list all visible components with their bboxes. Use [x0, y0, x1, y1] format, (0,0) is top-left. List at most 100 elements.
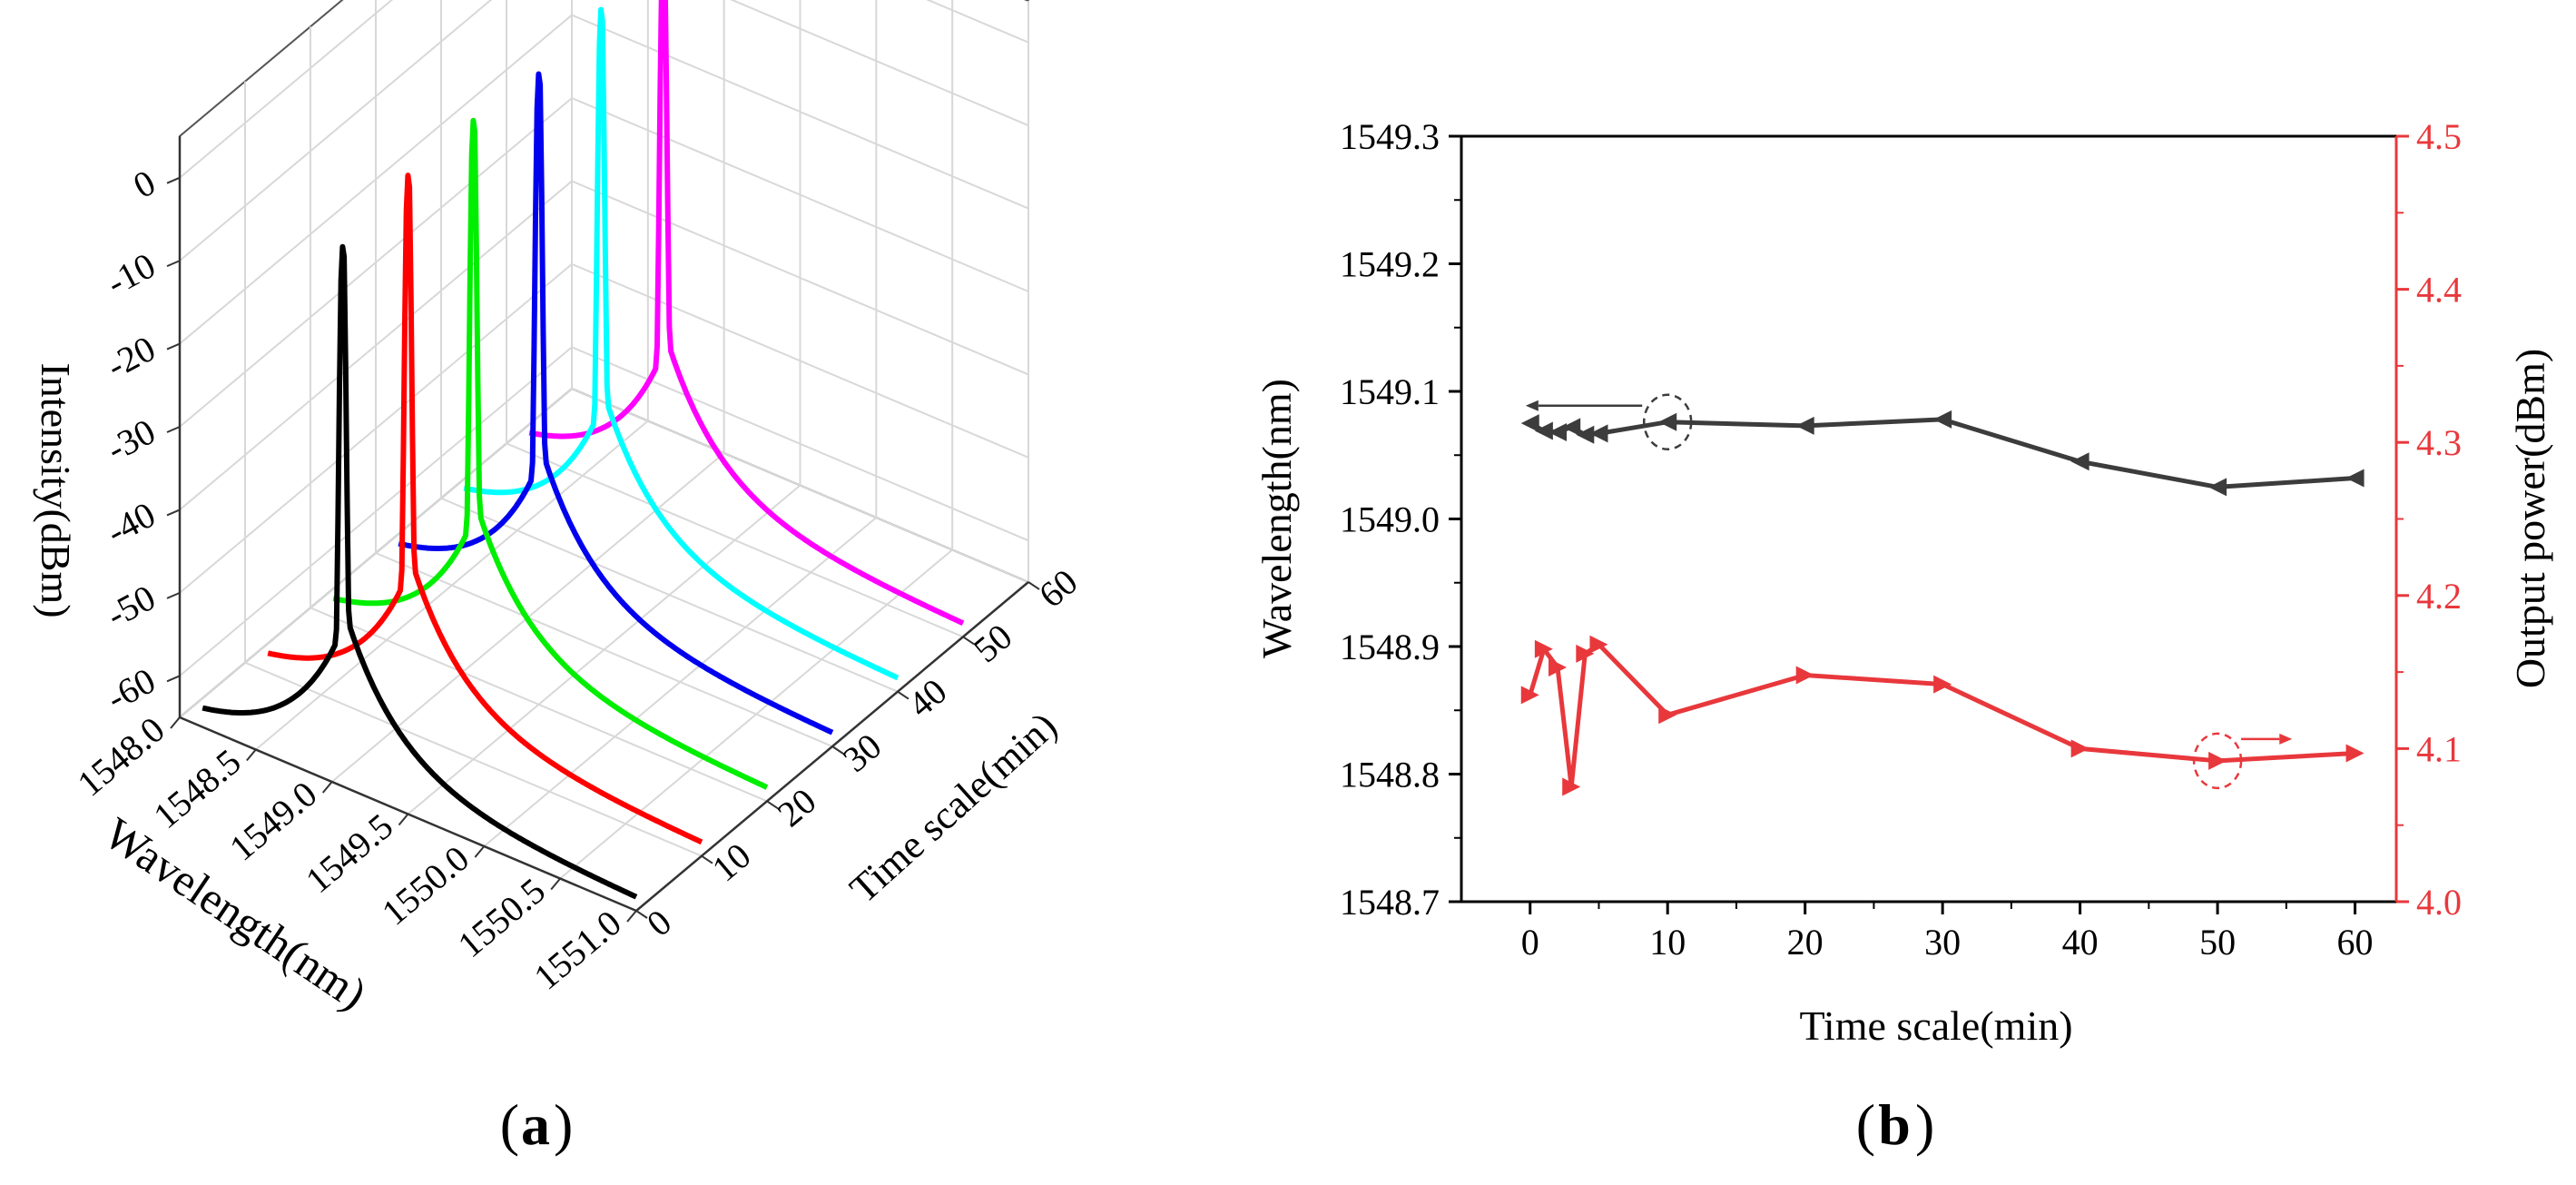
time-axis-label-3d: Time scale(min): [841, 704, 1066, 912]
spectrum-line-40min: [462, 6, 900, 681]
panel-label-b: ( b ): [1856, 1092, 1935, 1157]
wavelength-tick-mark: [170, 716, 181, 729]
data-point: [1562, 418, 1581, 437]
z-tick-label: -60: [100, 659, 162, 718]
open-paren: (: [500, 1092, 519, 1157]
open-paren: (: [1856, 1092, 1875, 1157]
x-axis-label: Time scale(min): [1799, 1002, 2072, 1049]
y-tick-label-left: 1549.3: [1340, 116, 1440, 157]
time-tick-label: 40: [900, 670, 955, 725]
z-tick-label: -40: [100, 494, 162, 553]
y-tick-label-right: 4.4: [2416, 270, 2462, 311]
arrow-left-head: [1525, 400, 1539, 411]
panel-letter-a: a: [521, 1092, 550, 1157]
plot-frame: [1460, 134, 2398, 904]
close-paren: ): [1915, 1092, 1934, 1157]
z-tick-mark: [166, 509, 181, 517]
data-point: [1589, 635, 1608, 654]
x-tick-label: 0: [1521, 922, 1539, 963]
y-tick-label-left: 1549.2: [1340, 244, 1440, 285]
data-point: [1933, 410, 1952, 429]
panel-a-3d-spectra: 0 -10 -20 -30 -40 -50 -601548.01548.51549.0154…: [33, 0, 1085, 1020]
data-point: [1549, 658, 1568, 677]
wavelength-gridline-floor: [407, 484, 801, 815]
x-tick-label: 10: [1649, 922, 1686, 963]
3d-grid: [179, 0, 1029, 912]
data-point: [1576, 425, 1595, 444]
close-paren: ): [554, 1092, 573, 1157]
data-point: [2208, 478, 2227, 497]
wavelength-gridline-floor: [483, 517, 877, 847]
x-tick-label: 50: [2199, 922, 2236, 963]
y-tick-label-right: 4.5: [2416, 116, 2462, 157]
wavelength-tick-label: 1550.0: [374, 837, 477, 933]
wavelength-tick-label: 1548.5: [145, 741, 248, 836]
data-point: [1534, 421, 1553, 440]
y-tick-label-left: 1549.1: [1340, 371, 1440, 412]
data-point: [1658, 706, 1677, 725]
data-series: [1520, 410, 2365, 796]
y-tick-label-right: 4.3: [2416, 422, 2462, 463]
time-tick-label: 30: [835, 726, 890, 780]
series-wavelength: [1520, 410, 2365, 497]
time-tick-label: 10: [704, 834, 759, 889]
y-tick-label-left: 1549.0: [1340, 499, 1440, 540]
y-tick-label-right: 4.2: [2416, 576, 2462, 617]
data-point: [2345, 469, 2365, 488]
wavelength-tick-label: 1549.5: [298, 805, 400, 901]
3d-tick-labels: 0 -10 -20 -30 -40 -50 -601548.01548.51549.0154…: [70, 162, 1086, 998]
y-axis-label-right: Output power(dBm): [2507, 349, 2553, 688]
wavelength-tick-label: 1548.0: [70, 708, 172, 804]
data-point: [1933, 675, 1952, 694]
z-tick-mark: [166, 426, 181, 433]
time-tick-mark: [897, 690, 909, 700]
z-tick-mark: [166, 675, 181, 683]
time-tick-label: 50: [966, 616, 1020, 670]
dashed-circle-power: [2192, 732, 2243, 790]
wavelength-tick-mark: [398, 813, 409, 826]
data-point: [2070, 452, 2089, 471]
data-point: [1520, 414, 1539, 433]
data-point: [2070, 739, 2089, 758]
panel-letter-b: b: [1878, 1092, 1911, 1157]
data-point: [1576, 644, 1595, 663]
tick-marks-and-labels: 0 10 20 30 40 50 60 1548.7 1548.8 1548.9 1549.0 154…: [1340, 116, 2462, 963]
time-tick-mark: [831, 746, 844, 755]
time-tick-mark: [701, 854, 713, 864]
data-point: [1589, 424, 1608, 443]
y-tick-label-right: 4.1: [2416, 728, 2462, 769]
x-tick-label: 60: [2337, 922, 2374, 963]
y-tick-label-right: 4.0: [2416, 882, 2462, 923]
series-line: [1529, 417, 2355, 489]
y-tick-label-left: 1548.8: [1340, 755, 1440, 795]
time-tick-mark: [1027, 581, 1040, 590]
panel-label-a: ( a ): [500, 1092, 574, 1157]
time-tick-label: 60: [1031, 561, 1086, 616]
series-line: [1528, 641, 2355, 787]
wavelength-tick-mark: [321, 781, 333, 794]
z-tick-mark: [166, 591, 181, 599]
z-gridline: [179, 346, 1029, 677]
z-tick-label: -20: [100, 328, 162, 387]
wavelength-tick-label: 1550.5: [450, 870, 553, 965]
3d-axes: [166, 136, 1040, 923]
z-tick-mark: [166, 342, 181, 351]
data-point: [1795, 666, 1814, 685]
time-tick-mark: [766, 800, 779, 810]
wavelength-gridline-floor: [255, 420, 649, 751]
wavelength-tick-mark: [474, 845, 486, 858]
x-tick-label: 40: [2062, 922, 2099, 963]
wavelength-gridline-floor: [559, 548, 953, 880]
wavelength-tick-mark: [626, 910, 637, 923]
data-point: [2345, 744, 2365, 763]
intensity-axis-label: Intensity(dBm): [33, 362, 79, 617]
x-tick-label: 30: [1924, 922, 1961, 963]
data-point: [1658, 412, 1677, 431]
data-point: [1520, 686, 1539, 705]
z-tick-label: 0: [126, 162, 162, 206]
data-point: [1795, 416, 1814, 435]
series-output-power: [1520, 635, 2365, 796]
spectrum-line-0min: [201, 243, 638, 900]
time-tick-mark: [635, 910, 648, 919]
